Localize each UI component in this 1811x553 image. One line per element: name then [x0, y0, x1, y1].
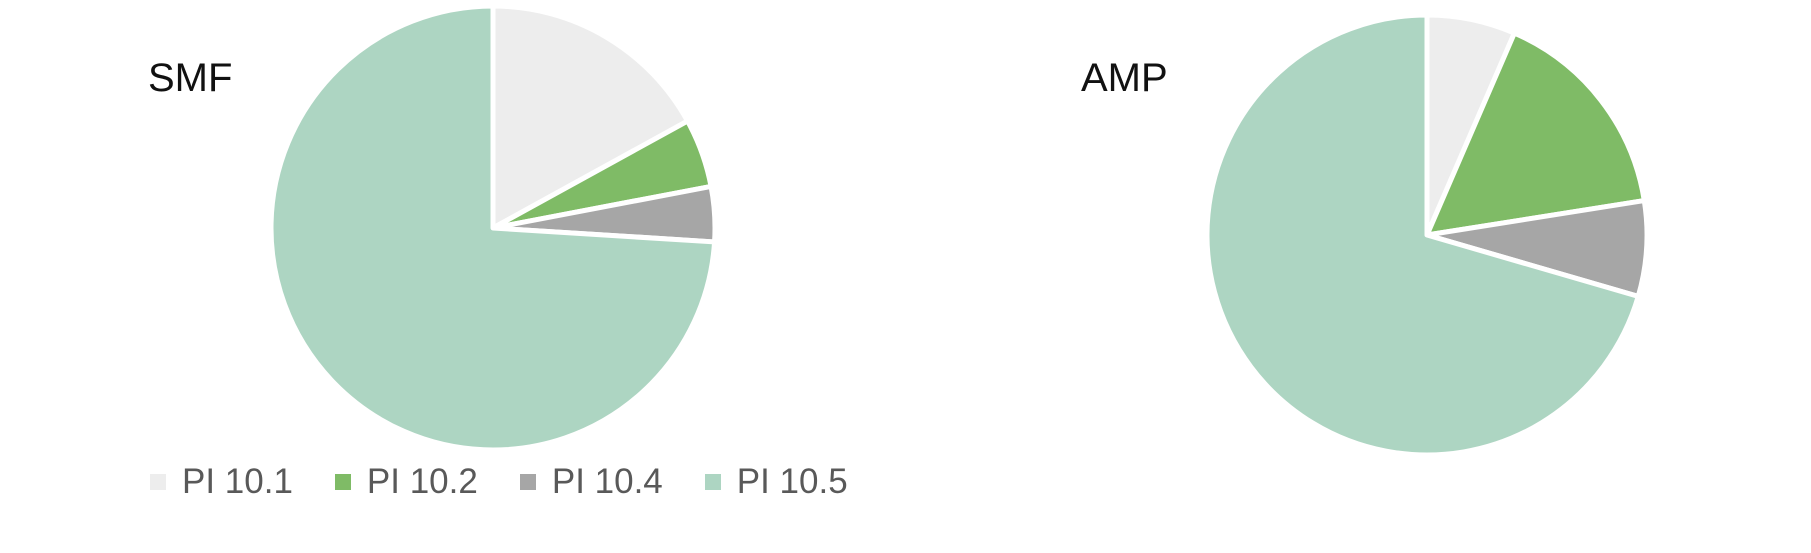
pie-slice-pi-10-1 [490, 3, 691, 231]
legend-item: PI 10.5 [704, 462, 848, 502]
legend: PI 10.1 PI 10.2 PI 10.4 PI 10.5 [150, 462, 890, 502]
chart-title: AMP [1081, 56, 1168, 100]
pie-chart-smf [268, 3, 718, 453]
pie-slice-pi-10-5 [1204, 12, 1641, 458]
pie-slice-pi-10-5 [268, 3, 718, 453]
legend-swatch [334, 474, 351, 490]
legend-swatch [519, 474, 536, 490]
chart-amp: AMP [905, 0, 1810, 553]
legend-swatch [704, 474, 721, 490]
legend-item: PI 10.4 [519, 462, 663, 502]
legend-label: PI 10.1 [182, 462, 293, 501]
pie-chart-amp [1204, 12, 1650, 458]
legend-label: PI 10.5 [736, 462, 848, 501]
legend-label: PI 10.4 [551, 462, 663, 501]
legend-swatch [150, 474, 166, 490]
pie-slice-pi-10-2 [1424, 30, 1647, 238]
legend-item: PI 10.2 [334, 462, 478, 502]
legend-item: PI 10.1 [150, 462, 293, 502]
chart-title: SMF [148, 56, 233, 100]
chart-smf: SMF PI 10.1 PI 10.2 PI 10.4 PI 10.5 [0, 0, 905, 553]
legend-label: PI 10.2 [366, 462, 478, 501]
